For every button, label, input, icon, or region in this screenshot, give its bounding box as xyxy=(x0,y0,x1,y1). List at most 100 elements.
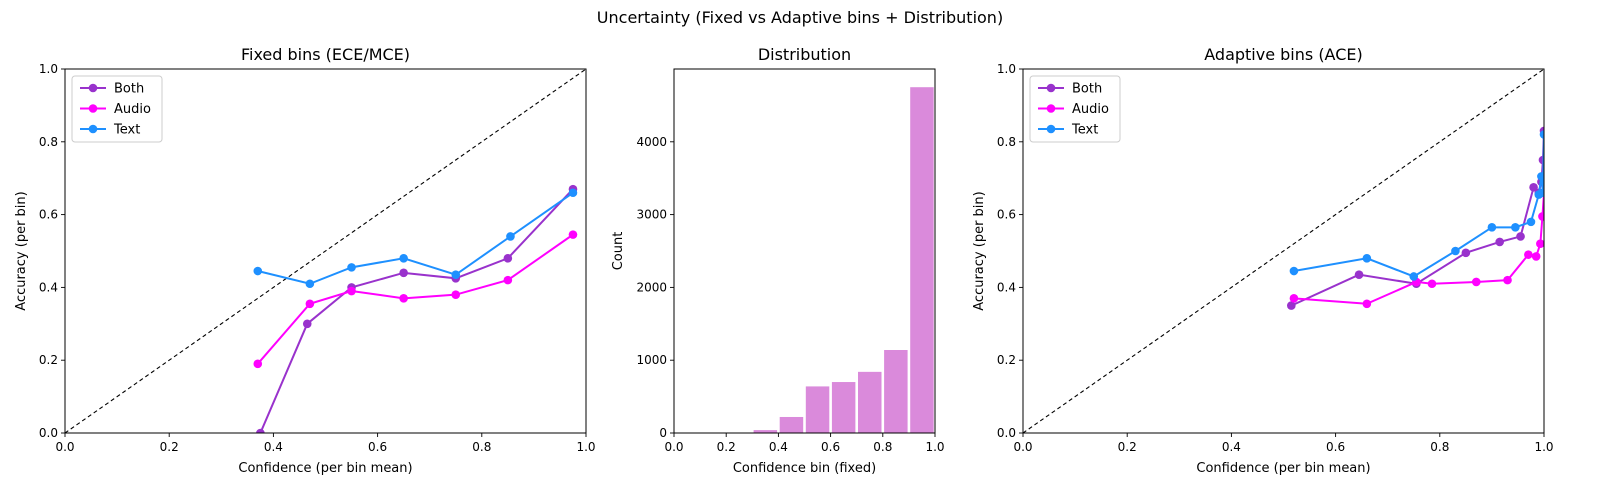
chart-title: Distribution xyxy=(758,45,851,64)
chart-title: Fixed bins (ECE/MCE) xyxy=(241,45,410,64)
histogram-bar xyxy=(910,87,934,433)
panel-2: Distribution Confidence bin (fixed) Count 0… xyxy=(611,45,945,476)
legend-marker-audio xyxy=(88,104,98,113)
y-tick-label: 0.4 xyxy=(997,280,1016,294)
y-tick-label: 0.8 xyxy=(997,135,1016,149)
data-point-both xyxy=(1529,183,1538,192)
y-tick-label: 1.0 xyxy=(39,62,58,76)
data-point-text xyxy=(305,279,315,289)
data-point-text xyxy=(1409,272,1419,281)
data-point-text xyxy=(1487,223,1497,232)
y-tick-label: 0.0 xyxy=(39,426,58,440)
x-tick-label: 0.2 xyxy=(160,440,179,454)
data-point-text xyxy=(1289,266,1299,276)
data-point-both xyxy=(1287,301,1296,310)
x-tick-label: 0.4 xyxy=(1222,440,1241,454)
data-point-audio xyxy=(1538,212,1544,221)
data-point-audio xyxy=(503,275,513,285)
data-point-text xyxy=(347,263,356,272)
data-point-audio xyxy=(451,290,461,299)
y-tick-label: 0.0 xyxy=(997,426,1016,440)
x-axis-label: Confidence (per bin mean) xyxy=(1196,461,1370,476)
data-point-audio xyxy=(347,286,356,296)
chart-title: Adaptive bins (ACE) xyxy=(1204,45,1363,64)
x-tick-label: 0.0 xyxy=(664,440,683,454)
axes-frame xyxy=(673,68,936,434)
x-tick-label: 1.0 xyxy=(925,440,944,454)
data-point-text xyxy=(568,188,578,198)
data-point-text xyxy=(1362,253,1372,263)
y-axis-label: Accuracy (per bin) xyxy=(972,191,987,310)
data-point-audio xyxy=(1531,252,1541,261)
data-point-audio xyxy=(1524,250,1533,259)
y-tick-label: 2000 xyxy=(636,280,667,294)
legend-marker-text xyxy=(1046,124,1056,134)
data-point-text xyxy=(451,270,461,279)
data-point-audio xyxy=(1427,279,1437,289)
data-point-text xyxy=(399,253,408,263)
legend-label: Both xyxy=(114,82,144,97)
y-tick-label: 4000 xyxy=(636,135,667,149)
plot-area xyxy=(1023,69,1544,433)
data-point-text xyxy=(1539,130,1544,139)
data-point-audio xyxy=(399,294,408,303)
x-tick-label: 0.6 xyxy=(821,440,840,454)
perfect-calibration-line xyxy=(1023,69,1544,433)
data-point-text xyxy=(253,266,263,276)
y-tick-label: 0.2 xyxy=(997,353,1016,367)
histogram-bar xyxy=(858,371,882,433)
data-point-audio xyxy=(1471,277,1481,287)
x-tick-label: 1.0 xyxy=(1534,440,1553,454)
panel-3: Adaptive bins (ACE) Confidence (per bin m… xyxy=(972,45,1554,476)
series-line-audio xyxy=(257,233,574,365)
legend-marker-both xyxy=(88,83,98,93)
y-axis-label: Accuracy (per bin) xyxy=(14,191,29,310)
data-point-text xyxy=(1537,172,1544,181)
axes-frame xyxy=(1022,68,1545,434)
histogram-bar xyxy=(884,350,908,433)
data-point-audio xyxy=(568,230,578,239)
y-tick-label: 0.6 xyxy=(997,208,1016,222)
y-tick-label: 0.6 xyxy=(39,208,58,222)
perfect-calibration-line xyxy=(65,69,586,433)
x-tick-label: 0.6 xyxy=(1326,440,1345,454)
data-point-audio xyxy=(253,359,263,369)
y-tick-label: 1.0 xyxy=(997,62,1016,76)
x-axis-label: Confidence (per bin mean) xyxy=(238,461,412,476)
data-point-both xyxy=(1354,270,1364,279)
data-point-audio xyxy=(1503,275,1512,285)
y-tick-label: 0.8 xyxy=(39,135,58,149)
data-point-audio xyxy=(305,299,315,309)
data-point-text xyxy=(1526,217,1536,227)
legend-marker-text xyxy=(88,124,98,134)
data-point-text xyxy=(506,232,515,241)
histogram-bar xyxy=(831,382,856,433)
data-point-both xyxy=(1461,248,1471,258)
data-point-both xyxy=(302,319,312,329)
legend-marker-audio xyxy=(1046,104,1056,113)
histogram-bar xyxy=(779,416,804,433)
figure-title: Uncertainty (Fixed vs Adaptive bins + Di… xyxy=(597,8,1003,27)
x-tick-label: 0.4 xyxy=(769,440,788,454)
data-point-audio xyxy=(1362,299,1372,309)
plot-area xyxy=(753,87,934,433)
x-tick-label: 0.2 xyxy=(717,440,736,454)
data-point-both xyxy=(399,268,408,278)
x-tick-label: 0.0 xyxy=(55,440,74,454)
data-point-both xyxy=(1495,237,1505,247)
x-tick-label: 0.0 xyxy=(1013,440,1032,454)
axes-frame xyxy=(64,68,587,434)
legend-marker-both xyxy=(1046,83,1056,93)
legend-label: Audio xyxy=(114,102,151,117)
data-point-both xyxy=(503,253,513,263)
data-point-both xyxy=(1516,232,1525,241)
x-tick-label: 0.8 xyxy=(472,440,491,454)
data-point-text xyxy=(1451,246,1460,256)
x-tick-label: 0.6 xyxy=(368,440,387,454)
plot-area xyxy=(65,69,586,433)
y-tick-label: 3000 xyxy=(636,208,667,222)
y-axis-label: Count xyxy=(611,232,626,271)
legend-label: Text xyxy=(1071,123,1098,138)
data-point-audio xyxy=(1536,239,1544,249)
